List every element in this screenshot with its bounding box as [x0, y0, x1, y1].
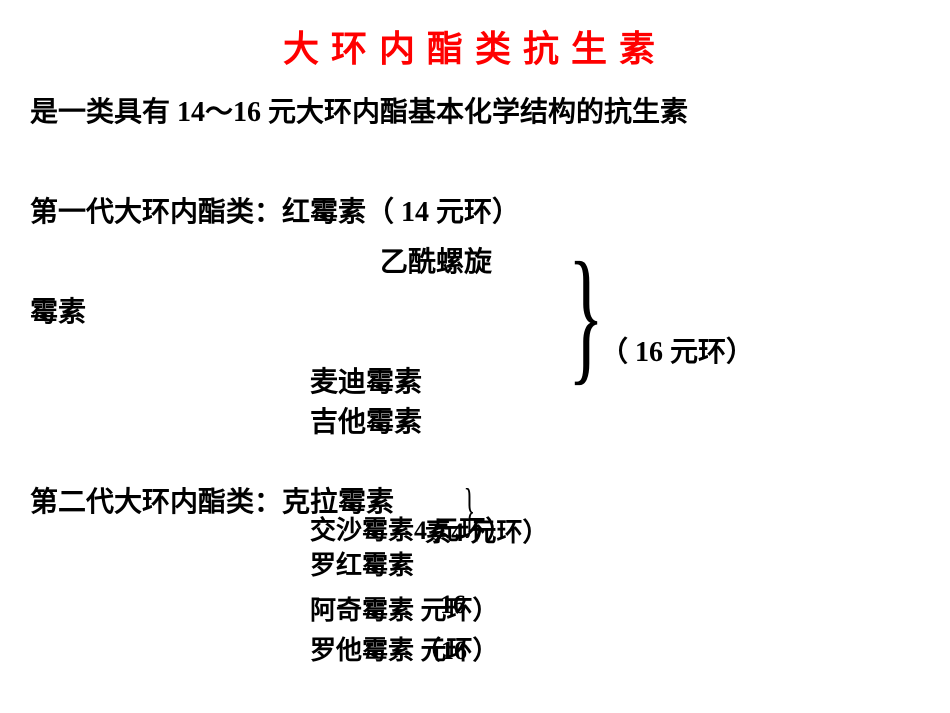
- gen1-drug-1: 麦迪霉素: [310, 360, 422, 400]
- slide-title: 大环内酯类抗生素: [0, 20, 950, 72]
- gen1-drug-2: 吉他霉素: [310, 400, 422, 440]
- ring-16-label-c: （16: [415, 630, 467, 667]
- ring-16-label-a: （ 16 元环）: [600, 330, 754, 370]
- slide-subtitle: 是一类具有 14～16 元大环内酯基本化学结构的抗生素: [30, 90, 688, 130]
- generation-1-label: 第一代大环内酯类：红霉素（ 14 元环）: [30, 190, 520, 230]
- brace-icon: }: [568, 240, 604, 390]
- gen2-drug-1: 罗红霉素: [310, 545, 414, 582]
- gen1-drug-0-cont: 霉素: [30, 290, 86, 330]
- gen2-drug-3: 罗他霉素 元环）: [310, 630, 499, 667]
- ring-16-label-b: 16: [440, 590, 466, 620]
- gen1-drug-0: 乙酰螺旋: [380, 240, 492, 280]
- gen2-drug-0: 交沙霉素4 元环）: [310, 510, 512, 547]
- gen2-drug-2: 阿奇霉素 元环）: [310, 590, 499, 627]
